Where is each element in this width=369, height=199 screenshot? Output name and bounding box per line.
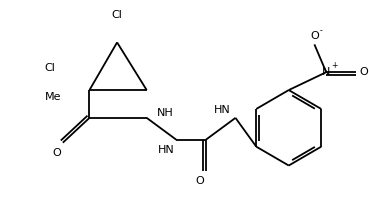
Text: O: O	[359, 67, 368, 77]
Text: O: O	[310, 31, 319, 41]
Text: O: O	[52, 148, 61, 158]
Text: O: O	[196, 177, 204, 186]
Text: N: N	[322, 67, 330, 77]
Text: Me: Me	[45, 92, 62, 102]
Text: HN: HN	[214, 105, 231, 115]
Text: -: -	[319, 26, 322, 35]
Text: HN: HN	[158, 145, 174, 155]
Text: Cl: Cl	[112, 10, 123, 20]
Text: NH: NH	[156, 108, 173, 118]
Text: +: +	[331, 61, 338, 70]
Text: Cl: Cl	[45, 63, 55, 73]
